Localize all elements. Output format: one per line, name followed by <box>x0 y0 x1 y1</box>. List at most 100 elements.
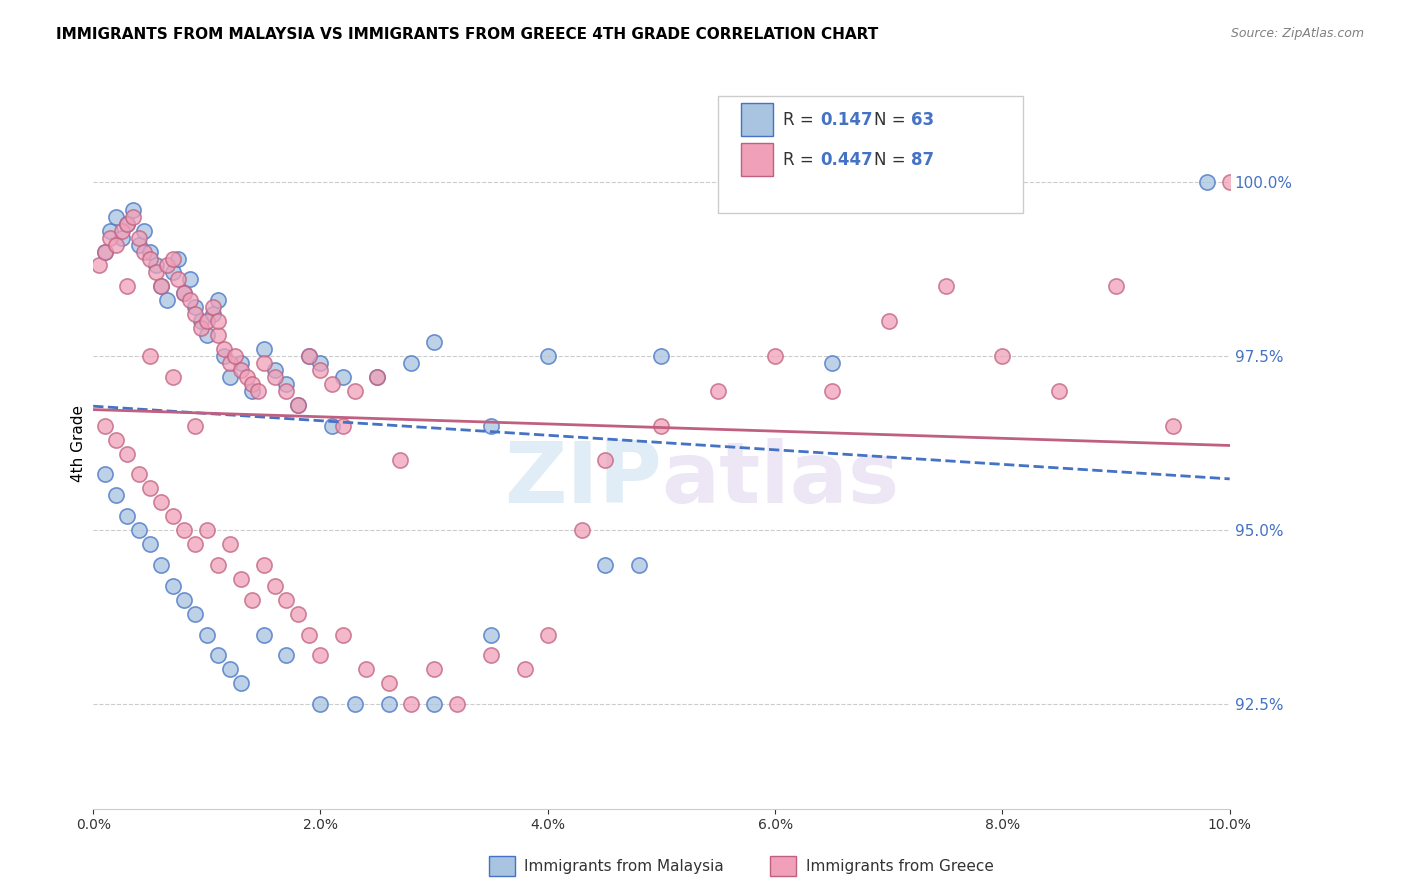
Point <box>122 210 145 224</box>
Point <box>650 349 672 363</box>
Point <box>167 252 190 266</box>
Point <box>446 697 468 711</box>
Point <box>707 384 730 398</box>
Point <box>139 481 162 495</box>
Point <box>156 259 179 273</box>
Text: 63: 63 <box>911 111 935 128</box>
Point <box>287 607 309 621</box>
Point <box>173 592 195 607</box>
Point <box>150 558 173 572</box>
Point <box>128 237 150 252</box>
Point <box>117 217 139 231</box>
Point <box>156 293 179 308</box>
Point <box>389 453 412 467</box>
Point <box>98 230 121 244</box>
Point <box>201 307 224 321</box>
Bar <box>741 103 773 136</box>
Point <box>332 370 354 384</box>
Point <box>201 300 224 314</box>
Point <box>117 279 139 293</box>
Point <box>377 697 399 711</box>
Text: N =: N = <box>875 111 911 128</box>
Point <box>184 418 207 433</box>
Point <box>150 495 173 509</box>
Text: 87: 87 <box>911 151 935 169</box>
Point <box>229 572 252 586</box>
Point <box>104 488 127 502</box>
Text: R =: R = <box>783 151 820 169</box>
Point <box>298 627 321 641</box>
Point <box>276 592 298 607</box>
Point <box>173 286 195 301</box>
Point <box>264 579 287 593</box>
Point <box>139 537 162 551</box>
Point <box>98 224 121 238</box>
Point <box>167 272 190 286</box>
Text: Immigrants from Greece: Immigrants from Greece <box>806 859 994 873</box>
Point <box>139 252 162 266</box>
Point <box>128 523 150 537</box>
Point <box>343 384 366 398</box>
Point <box>264 363 287 377</box>
Point <box>173 286 195 301</box>
Point <box>134 244 156 259</box>
Text: atlas: atlas <box>661 438 900 521</box>
Point <box>212 349 235 363</box>
Point <box>366 370 388 384</box>
Point <box>276 376 298 391</box>
Point <box>537 349 560 363</box>
Text: R =: R = <box>783 111 820 128</box>
Point <box>173 523 195 537</box>
Point <box>190 314 212 328</box>
Point <box>991 349 1014 363</box>
Point <box>366 370 388 384</box>
Point <box>377 676 399 690</box>
Point <box>650 418 672 433</box>
Text: 0.147: 0.147 <box>821 111 873 128</box>
Text: 0.447: 0.447 <box>821 151 873 169</box>
Point <box>479 418 502 433</box>
Point <box>423 697 446 711</box>
Point <box>104 237 127 252</box>
Point <box>179 272 201 286</box>
Point <box>240 384 263 398</box>
Point <box>184 607 207 621</box>
Point <box>298 349 321 363</box>
Point <box>195 627 218 641</box>
Point <box>139 244 162 259</box>
Point <box>218 537 240 551</box>
Point <box>253 356 276 370</box>
Point <box>321 376 343 391</box>
Text: Immigrants from Malaysia: Immigrants from Malaysia <box>524 859 724 873</box>
Point <box>821 384 844 398</box>
Point <box>298 349 321 363</box>
Point <box>229 356 252 370</box>
Text: N =: N = <box>875 151 911 169</box>
Point <box>309 363 332 377</box>
Point <box>87 259 110 273</box>
Point <box>190 321 212 335</box>
Point <box>423 334 446 349</box>
Point <box>423 662 446 676</box>
Point <box>235 370 257 384</box>
Point <box>935 279 957 293</box>
Point <box>246 384 269 398</box>
Point <box>1161 418 1184 433</box>
Point <box>162 265 184 279</box>
Point <box>207 293 229 308</box>
Text: ZIP: ZIP <box>503 438 661 521</box>
Y-axis label: 4th Grade: 4th Grade <box>72 405 86 482</box>
Point <box>332 627 354 641</box>
Point <box>218 356 240 370</box>
Point <box>627 558 650 572</box>
Point <box>321 418 343 433</box>
Point <box>276 648 298 663</box>
Point <box>537 627 560 641</box>
Point <box>287 398 309 412</box>
Point <box>207 558 229 572</box>
Point <box>593 453 616 467</box>
Point <box>110 230 132 244</box>
Point <box>287 398 309 412</box>
Point <box>332 418 354 433</box>
Point <box>184 307 207 321</box>
